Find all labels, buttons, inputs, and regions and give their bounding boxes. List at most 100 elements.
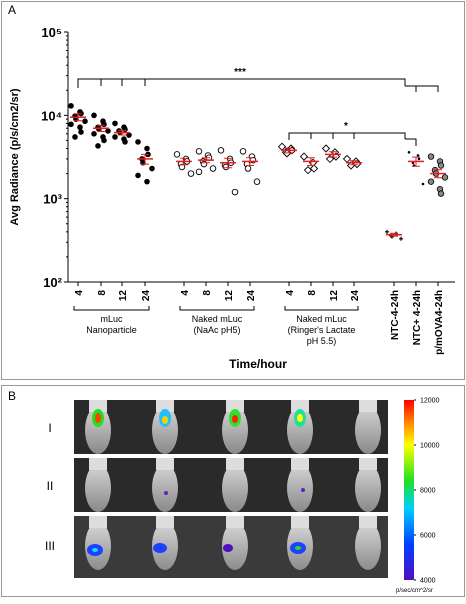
colorbar-tick-label: 10000 — [420, 443, 440, 450]
group-label: mLuc — [100, 314, 123, 324]
point — [126, 132, 132, 138]
mouse — [287, 406, 313, 454]
point — [437, 190, 445, 197]
error-bar — [434, 169, 442, 179]
point — [385, 229, 389, 234]
nose-cone — [291, 516, 309, 528]
error-bar — [390, 232, 398, 237]
bracket — [288, 132, 417, 146]
mouse — [222, 464, 248, 512]
y-axis-label: Avg Radiance (p/s/cm2/sr) — [9, 88, 21, 225]
mouse — [85, 406, 111, 454]
x-tick-label: p/mOVA4-24h — [434, 290, 445, 355]
point — [135, 172, 141, 179]
point — [144, 178, 150, 185]
error-bar — [412, 156, 420, 167]
nose-cone — [89, 458, 107, 470]
point — [68, 121, 74, 128]
x-tick-label: 24 — [246, 290, 257, 302]
point — [222, 163, 230, 171]
nose-cone — [359, 458, 377, 470]
group-label: Nanoparticle — [86, 325, 137, 335]
point — [416, 154, 420, 157]
x-tick-label: 4 — [180, 290, 191, 296]
nose-cone — [89, 516, 107, 528]
point — [309, 164, 319, 173]
significance-brackets — [77, 78, 439, 146]
nose-cone — [291, 400, 309, 412]
point — [321, 144, 331, 153]
point — [187, 170, 195, 177]
error-bar — [202, 157, 210, 164]
nose-cone — [156, 458, 174, 470]
x-tick-label: 8 — [97, 290, 108, 296]
point — [77, 124, 83, 131]
x-tick-label: 4 — [285, 290, 296, 296]
error-bar — [350, 160, 358, 166]
point — [68, 103, 74, 109]
y-tick-label: 10³ — [43, 192, 62, 207]
nose-cone — [291, 458, 309, 470]
group-label: pH 5.5) — [307, 336, 337, 346]
error-bar — [74, 113, 82, 122]
point — [342, 154, 352, 164]
panel-a-frame — [1, 1, 465, 380]
point — [173, 151, 181, 158]
error-bar — [97, 124, 105, 132]
point — [417, 157, 421, 161]
point — [253, 178, 261, 185]
error-bar — [141, 153, 149, 165]
x-axis-label: Time/hour — [229, 357, 287, 371]
mouse — [355, 522, 381, 570]
point — [122, 126, 128, 133]
point — [427, 178, 435, 185]
panel-label: A — [8, 3, 16, 17]
group-label: (NaAc pH5) — [193, 325, 240, 335]
row-label: II — [47, 479, 54, 493]
error-bar — [329, 151, 337, 158]
point — [112, 120, 118, 127]
point — [299, 152, 309, 161]
x-tick-label: 12 — [118, 290, 129, 302]
error-bar — [224, 157, 232, 169]
point — [91, 131, 97, 137]
group-bracket — [284, 306, 359, 311]
point — [277, 142, 287, 151]
colorbar-tick-label: 8000 — [420, 488, 436, 495]
point — [112, 134, 118, 140]
error-bar — [246, 157, 254, 167]
group-label: Naked mLuc — [192, 314, 243, 324]
group-label: Naked mLuc — [296, 314, 347, 324]
group-bracket — [73, 306, 150, 311]
y-tick-label: 10⁴ — [41, 108, 62, 123]
point — [105, 128, 111, 134]
nose-cone — [89, 400, 107, 412]
mouse — [222, 406, 248, 454]
y-tick-label: 10² — [43, 275, 62, 290]
x-tick-label: NTC-4-24h — [390, 290, 401, 340]
point — [178, 163, 186, 171]
x-tick-label: 12 — [329, 290, 340, 302]
x-tick-label: 8 — [307, 290, 318, 296]
point — [95, 143, 101, 149]
mouse — [287, 464, 313, 512]
x-tick-label: 24 — [350, 290, 361, 302]
nose-cone — [226, 516, 244, 528]
point — [101, 137, 107, 144]
point — [82, 118, 88, 125]
group-label: (Ringer's Lactate — [288, 325, 356, 335]
signal-spots — [87, 409, 306, 556]
point — [122, 139, 128, 145]
point — [209, 165, 217, 172]
panel-b-frame — [1, 385, 465, 597]
row-label: I — [48, 421, 51, 435]
error-bar — [285, 147, 293, 154]
mice — [85, 400, 381, 570]
mouse — [152, 406, 178, 454]
x-tick-label: 12 — [224, 290, 235, 302]
nose-cone — [156, 516, 174, 528]
point — [195, 148, 203, 155]
annotation: * — [344, 121, 348, 132]
error-bar — [307, 157, 315, 167]
